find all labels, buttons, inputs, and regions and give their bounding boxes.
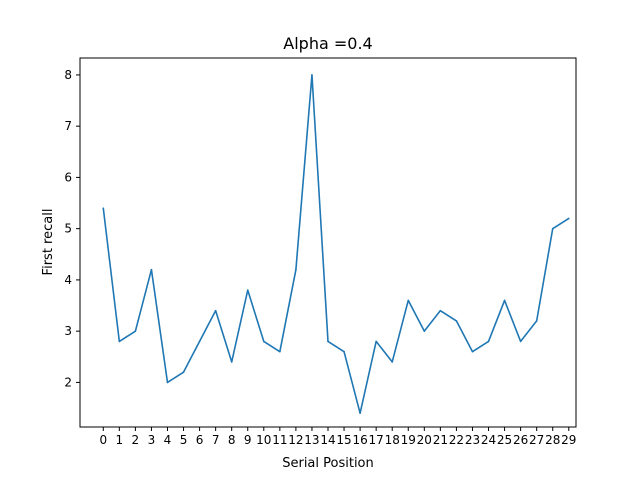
x-axis-label: Serial Position [282,456,374,471]
data-point [102,207,105,209]
data-point [551,227,554,230]
x-tick-label: 27 [529,433,544,447]
y-tick-label: 7 [64,119,72,133]
x-tick-label: 21 [433,433,448,447]
x-tick-label: 19 [401,433,416,447]
y-tick-label: 6 [64,170,72,184]
data-point [519,340,522,343]
x-tick-label: 15 [336,433,351,447]
data-point [455,320,458,322]
x-tick-label: 1 [116,433,124,447]
x-tick-label: 16 [352,433,367,447]
data-point [262,340,265,343]
x-tick-label: 13 [304,433,319,447]
plot-area [102,74,570,414]
data-point [230,361,233,363]
x-tick-label: 23 [465,433,480,447]
data-point [214,309,217,312]
data-point [311,74,313,76]
data-point [134,330,137,332]
x-tick-label: 7 [212,433,220,447]
x-tick-label: 26 [513,433,528,447]
x-tick-label: 17 [369,433,384,447]
y-tick-label: 3 [64,324,72,338]
x-tick-label: 25 [497,433,512,447]
x-tick-label: 18 [385,433,400,447]
data-point [407,299,410,302]
x-tick-label: 14 [320,433,335,447]
data-point [166,381,169,384]
data-point [279,350,281,353]
data-point [295,268,297,271]
x-tick-label: 12 [288,433,303,447]
x-tick-label: 22 [449,433,464,447]
x-tick-label: 8 [228,433,236,447]
x-tick-label: 28 [545,433,560,447]
x-tick-label: 10 [256,433,271,447]
data-point [439,309,442,312]
x-tick-label: 20 [417,433,432,447]
x-tick-label: 9 [244,433,252,447]
data-point [535,320,538,322]
data-point [198,340,201,343]
x-tick-label: 24 [481,433,496,447]
data-point [246,289,249,291]
data-point [487,340,490,343]
y-tick-label: 5 [64,222,72,236]
x-tick-label: 0 [99,433,107,447]
data-point [423,330,426,332]
x-tick-label: 29 [561,433,576,447]
chart-title: Alpha =0.4 [283,34,372,53]
x-tick-label: 5 [180,433,188,447]
x-tick-label: 3 [148,433,156,447]
data-point [391,361,394,363]
data-point [359,412,361,414]
y-axis-ticks: 2 3 4 5 6 7 8 [64,68,80,389]
data-point [567,217,570,220]
data-point [375,340,377,343]
y-tick-label: 8 [64,68,72,82]
x-tick-label: 6 [196,433,204,447]
x-tick-label: 2 [132,433,140,447]
data-point [503,299,506,302]
x-axis-ticks: 0 1 2 3 4 5 6 7 8 9 10 11 12 13 14 15 16 17 18 19 20 21 22 23 24… [99,427,576,447]
x-tick-label: 11 [272,433,287,447]
data-point [182,371,185,373]
data-point [471,350,474,353]
y-tick-label: 2 [64,375,72,389]
data-point [150,268,153,271]
y-axis-label: First recall [41,209,56,276]
data-point [118,340,121,343]
x-tick-label: 4 [164,433,172,447]
data-point [343,350,345,353]
y-tick-label: 4 [64,273,72,287]
plot-frame [79,57,577,428]
series-line [102,74,570,414]
data-point [327,340,329,343]
